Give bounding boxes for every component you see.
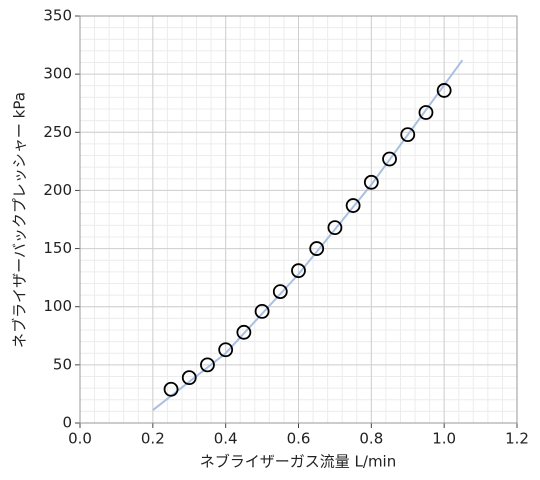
data-point bbox=[436, 83, 452, 98]
y-tick-label: 200 bbox=[43, 181, 72, 199]
y-axis-label: ネブライザーバックプレッシャー kPa bbox=[11, 92, 29, 348]
data-point bbox=[236, 324, 252, 340]
data-point bbox=[382, 151, 397, 167]
x-tick-label: 0.4 bbox=[214, 430, 238, 448]
data-point bbox=[218, 342, 234, 358]
y-tick-label: 250 bbox=[43, 123, 72, 141]
y-tick-label: 150 bbox=[43, 239, 72, 257]
x-axis-label: ネブライザーガス流量 L/min bbox=[200, 453, 396, 471]
plot-border bbox=[79, 15, 518, 424]
data-point bbox=[254, 303, 270, 319]
y-tick-label: 300 bbox=[43, 65, 72, 83]
y-tick-label: 50 bbox=[53, 355, 72, 373]
data-point bbox=[272, 284, 288, 299]
x-tick-label: 0.8 bbox=[359, 430, 383, 448]
data-point bbox=[363, 174, 379, 190]
y-tick-label: 100 bbox=[43, 297, 72, 315]
y-tick-label: 350 bbox=[43, 7, 72, 25]
x-tick-label: 0.2 bbox=[141, 430, 165, 448]
data-point bbox=[200, 357, 215, 373]
data-point bbox=[309, 241, 325, 256]
fit-line bbox=[152, 59, 464, 411]
data-point bbox=[327, 220, 343, 236]
data-point bbox=[400, 127, 416, 143]
data-point bbox=[291, 263, 306, 279]
data-point bbox=[163, 381, 179, 397]
x-tick-label: 1.2 bbox=[505, 430, 529, 448]
data-point bbox=[345, 198, 361, 213]
x-tick-label: 1.0 bbox=[432, 430, 456, 448]
y-tick-label: 0 bbox=[62, 414, 72, 432]
x-tick-label: 0.0 bbox=[68, 430, 92, 448]
data-point bbox=[181, 370, 197, 386]
data-point bbox=[418, 105, 434, 120]
x-tick-label: 0.6 bbox=[287, 430, 311, 448]
